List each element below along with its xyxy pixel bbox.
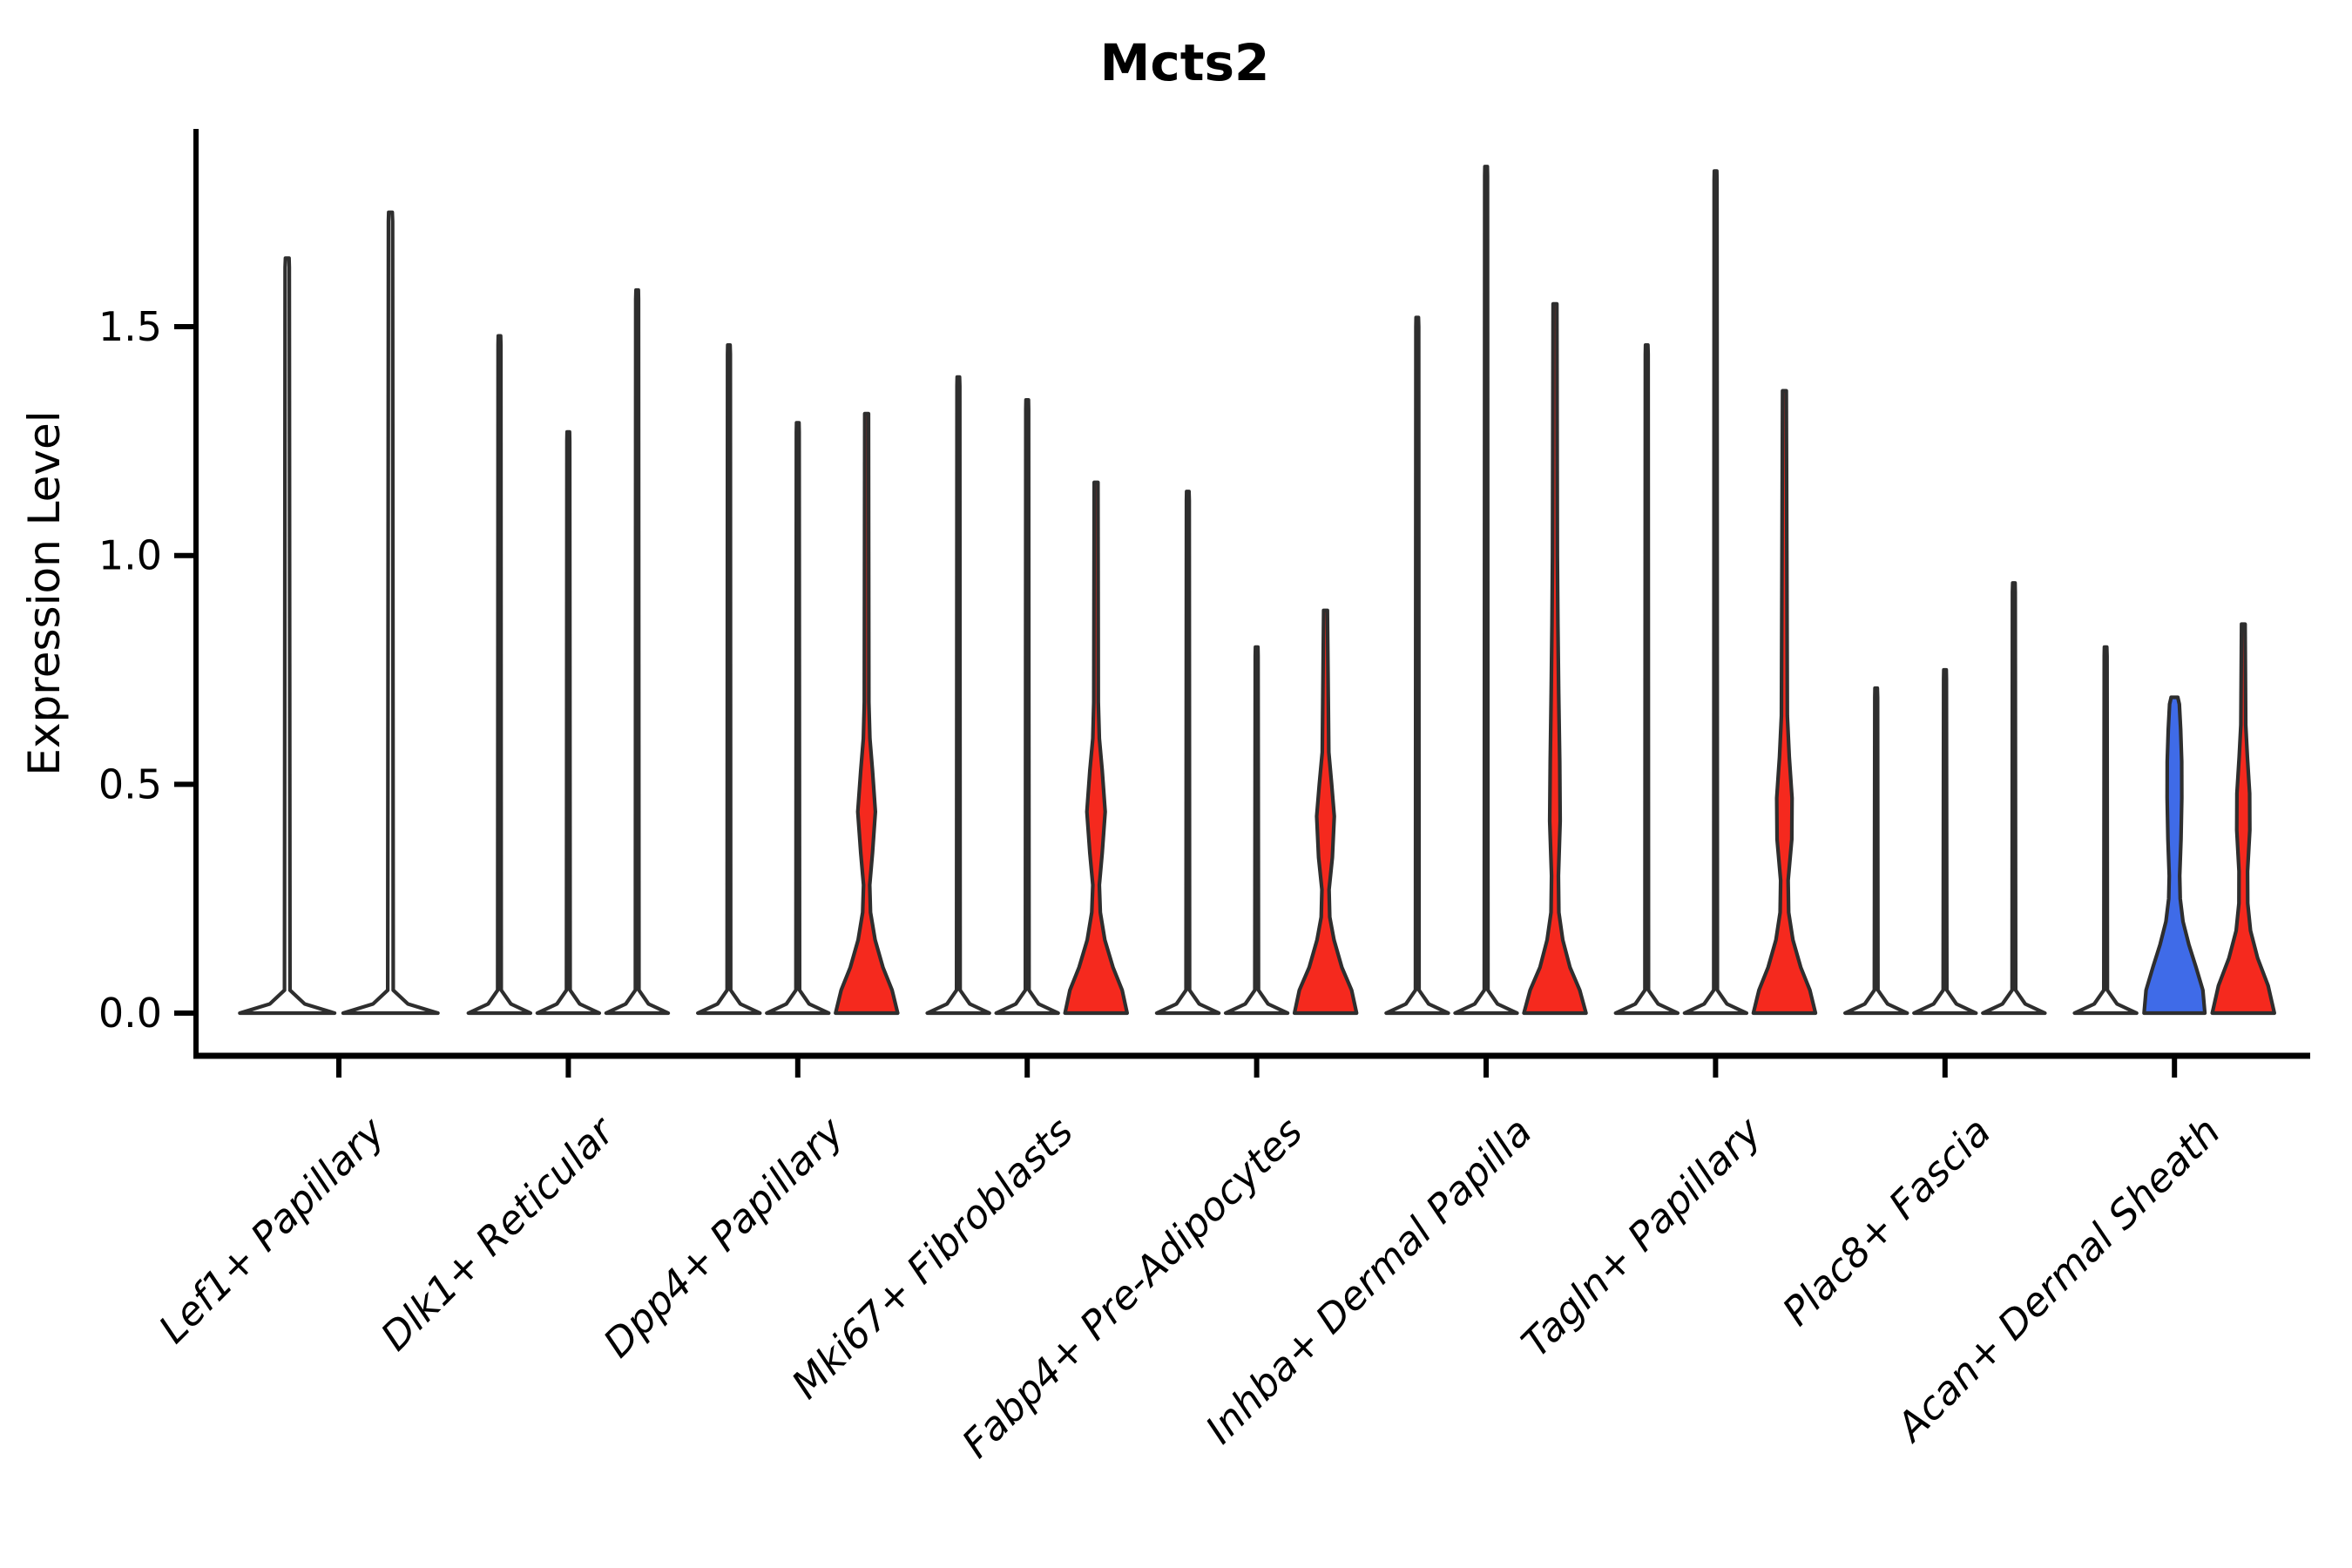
violin-plac8-fascia-2 — [1912, 667, 1978, 1016]
x-tick-label: Lef1+ Papillary — [150, 1107, 395, 1352]
violin-dpp4-papillary-1 — [696, 343, 762, 1016]
y-tick-label: 0.5 — [98, 760, 162, 808]
x-tick-label: Dlk1+ Reticular — [372, 1107, 625, 1360]
violin-tagln-papillary-3 — [1751, 389, 1818, 1016]
y-axis-ticks: 0.0 0.5 1.0 1.5 — [98, 303, 196, 1037]
violin-mki67-fibroblasts-1 — [925, 375, 991, 1016]
x-tick-label: Tagln+ Papillary — [1512, 1107, 1771, 1366]
violin-acan-dermal-sheath-1 — [2072, 645, 2139, 1016]
y-tick-label: 0.0 — [98, 990, 162, 1037]
violin-dlk1-reticular-3 — [604, 287, 671, 1016]
violin-mki67-fibroblasts-2 — [994, 398, 1060, 1016]
x-tick-label: Plac8+ Fascia — [1774, 1108, 2000, 1335]
violin-dlk1-reticular-2 — [535, 429, 602, 1016]
violin-dpp4-papillary-3 — [834, 411, 900, 1016]
violin-tagln-papillary-2 — [1682, 169, 1749, 1016]
violin-inhba-dermal-papilla-1 — [1384, 315, 1450, 1016]
x-tick-label: Dpp4+ Papillary — [594, 1107, 853, 1366]
violin-inhba-dermal-papilla-3 — [1522, 301, 1588, 1016]
violin-mki67-fibroblasts-3 — [1063, 480, 1129, 1016]
violin-plac8-fascia-3 — [1981, 581, 2047, 1016]
violin-plac8-fascia-1 — [1843, 686, 1909, 1016]
violin-fabp4-pre-adipocytes-3 — [1292, 608, 1359, 1016]
violin-inhba-dermal-papilla-2 — [1453, 165, 1519, 1016]
violin-fabp4-pre-adipocytes-1 — [1154, 490, 1221, 1016]
violin-fabp4-pre-adipocytes-2 — [1223, 645, 1290, 1016]
violin-acan-dermal-sheath-2 — [2142, 695, 2207, 1016]
violin-acan-dermal-sheath-3 — [2210, 622, 2276, 1016]
y-tick-label: 1.0 — [98, 532, 162, 579]
violin-tagln-papillary-1 — [1613, 343, 1680, 1016]
violins-layer — [238, 165, 2276, 1016]
chart-title: Mcts2 — [1100, 33, 1270, 92]
y-tick-label: 1.5 — [98, 303, 162, 350]
y-axis-label: Expression Level — [19, 410, 70, 775]
violin-lef1-papillary-1 — [238, 256, 337, 1016]
violin-dpp4-papillary-2 — [765, 421, 831, 1016]
violin-dlk1-reticular-1 — [466, 334, 533, 1016]
violin-lef1-papillary-2 — [341, 210, 440, 1016]
